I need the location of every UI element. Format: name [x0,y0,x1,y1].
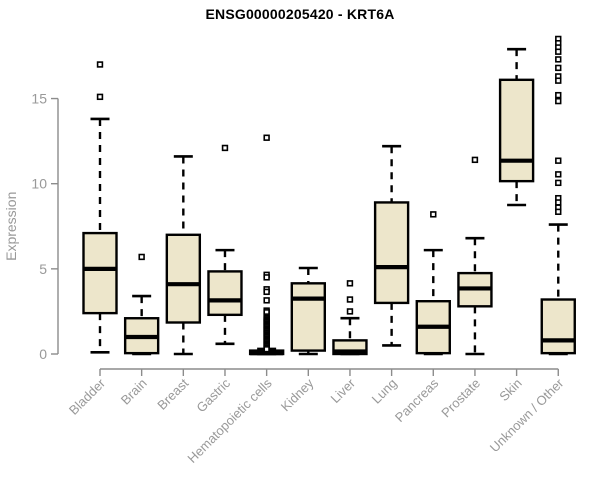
boxplot-liver [332,280,368,356]
boxplot-brain [123,253,160,356]
boxplot-hematopoietic-cells [248,134,285,356]
outlier-point [471,156,479,164]
outlier-point [263,297,270,304]
x-tick-label-brain: Brain [118,376,150,408]
outlier-point [555,171,562,178]
boxplot-bladder [82,61,118,354]
x-tick-label-unknown-other: Unknown / Other [487,375,567,455]
outlier-point [555,208,562,215]
iqr-box [540,298,576,355]
outlier-point [346,296,354,303]
outlier-point [263,346,270,353]
outlier-point [555,179,562,187]
y-tick-label: 5 [39,261,47,277]
boxplot-prostate [457,156,493,356]
outlier-point [96,61,104,68]
x-tick-label-pancreas: Pancreas [392,375,442,425]
boxplot-skin [498,47,535,207]
y-tick-label: 0 [39,346,47,362]
boxplot-unknown-other [540,35,576,356]
x-tick-label-kidney: Kidney [278,375,317,414]
outlier-point [263,274,270,281]
outlier-point [555,64,562,72]
y-axis: 0 5 10 15 Expression [3,91,59,362]
outlier-point [96,93,104,101]
outlier-point [346,308,354,315]
x-tick-label-bladder: Bladder [66,375,109,418]
boxplot-pancreas [415,211,451,356]
boxplot-kidney [290,266,326,356]
x-tick-label-skin: Skin [496,376,524,404]
outlier-point [263,288,270,296]
iqr-box [165,233,202,324]
iqr-box [498,78,535,183]
outlier-point [138,253,145,261]
outlier-point [555,157,562,164]
x-tick-label-breast: Breast [154,375,191,412]
iqr-box [82,231,118,315]
outlier-point [263,134,270,141]
iqr-box [207,270,243,317]
boxplot-lung [373,144,410,347]
y-tick-label: 15 [31,91,47,107]
x-tick-label-lung: Lung [369,376,400,407]
outlier-point [555,97,562,105]
boxplot-breast [165,155,202,356]
outlier-point [555,56,562,63]
outlier-point [555,91,562,99]
iqr-box [373,201,410,305]
boxplot-gastric [207,144,243,346]
x-tick-label-liver: Liver [328,375,359,406]
iqr-box [290,282,326,352]
y-tick-label: 10 [31,176,47,192]
chart-title: ENSG00000205420 - KRT6A [205,6,395,22]
outlier-point [555,48,562,55]
y-axis-title: Expression [3,192,19,261]
outlier-point [430,211,437,218]
x-tick-label-gastric: Gastric [193,375,233,415]
outlier-point [346,280,354,287]
x-tick-label-prostate: Prostate [438,376,483,421]
outlier-point [221,144,229,152]
outlier-point [555,199,562,206]
outlier-point [555,77,562,84]
